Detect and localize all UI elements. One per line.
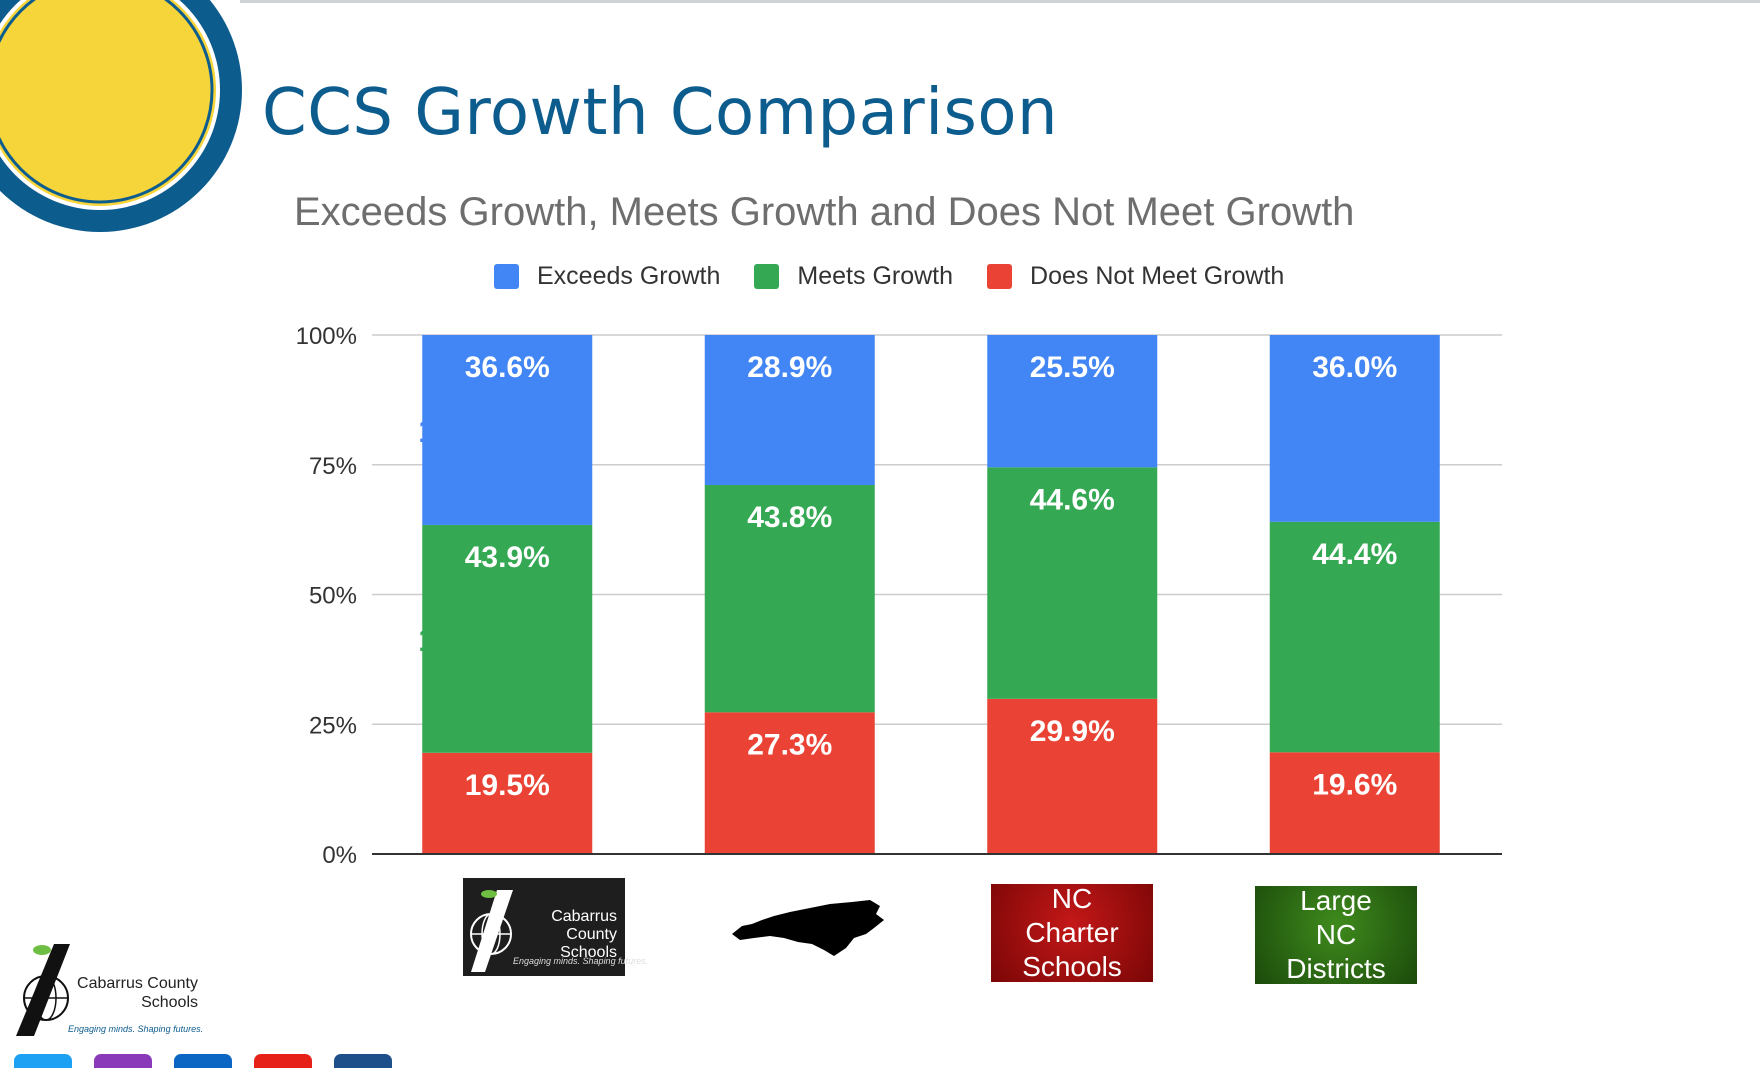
bar-data-label: 36.6% — [465, 351, 550, 384]
side-count-label: 18 — [418, 622, 454, 658]
bar-segment — [422, 335, 593, 525]
social-icons — [14, 1054, 414, 1068]
bar-segment — [422, 524, 593, 753]
legend-label-meets: Meets Growth — [797, 262, 954, 290]
youtube-icon[interactable] — [254, 1054, 312, 1068]
linkedin-icon[interactable] — [174, 1054, 232, 1068]
bar-segment — [1269, 335, 1440, 522]
chart-title: Exceeds Growth, Meets Growth and Does No… — [294, 190, 1355, 234]
bar-data-label: 19.5% — [465, 769, 550, 802]
bar-segment — [422, 752, 593, 854]
y-tick-label: 75% — [309, 453, 357, 480]
bar-data-label: 25.5% — [1030, 351, 1115, 384]
bar-segment — [704, 335, 875, 485]
legend-label-exceeds: Exceeds Growth — [537, 262, 721, 290]
footer-logo-tagline: Engaging minds. Shaping futures. — [68, 1024, 204, 1034]
bar-segment — [987, 335, 1158, 468]
legend-label-not-meets: Does Not Meet Growth — [1030, 262, 1285, 290]
ccs-logo-tagline: Engaging minds. Shaping futures. — [513, 956, 649, 966]
ccs-emblem-icon — [470, 890, 513, 972]
bar-segment — [704, 712, 875, 854]
top-divider — [240, 0, 1760, 3]
slide-title: CCS Growth Comparison — [262, 76, 1059, 150]
bar-data-label: 28.9% — [747, 351, 832, 384]
y-tick-label: 50% — [309, 583, 357, 610]
bar-data-label: 19.6% — [1312, 768, 1397, 801]
category-logo-districts: Large NC Districts — [1255, 885, 1417, 984]
twitter-icon[interactable] — [14, 1054, 72, 1068]
footer-ccs-logo: Cabarrus County Schools Engaging minds. … — [14, 940, 203, 1040]
facebook-icon[interactable] — [334, 1054, 392, 1068]
bar-data-label: 43.9% — [465, 541, 550, 574]
bar-data-label: 44.4% — [1312, 538, 1397, 571]
side-count-label: 8 — [427, 786, 445, 822]
bar-segment — [1269, 752, 1440, 854]
instagram-icon[interactable] — [94, 1054, 152, 1068]
category-logo-ccs: Cabarrus County Schools Engaging minds. … — [463, 878, 648, 976]
legend-swatch-meets — [754, 264, 780, 289]
bar-segment — [987, 467, 1158, 699]
bar-segment — [1269, 521, 1440, 753]
legend-swatch-exceeds — [494, 264, 519, 289]
chart-legend: Exceeds Growth Meets Growth Does Not Mee… — [494, 262, 1318, 291]
footer-logo-name: Cabarrus County Schools — [77, 975, 198, 1011]
y-tick-label: 0% — [322, 842, 357, 869]
north-carolina-map-icon — [732, 900, 884, 956]
legend-item-not-meets: Does Not Meet Growth — [987, 262, 1284, 291]
side-count-label: 15 — [418, 413, 454, 449]
footer-ccs-emblem-icon — [16, 944, 70, 1036]
bar-data-label: 27.3% — [747, 728, 832, 761]
legend-item-exceeds: Exceeds Growth — [494, 262, 720, 291]
y-tick-label: 25% — [309, 712, 357, 739]
bar-segment — [987, 698, 1158, 854]
ccs-logo-name: Cabarrus County Schools — [551, 908, 617, 961]
legend-swatch-not-meets — [987, 264, 1013, 289]
legend-item-meets: Meets Growth — [754, 262, 953, 291]
bar-data-label: 29.9% — [1030, 715, 1115, 748]
y-tick-label: 100% — [296, 323, 357, 350]
bar-data-label: 36.0% — [1312, 351, 1397, 384]
category-logo-charter: NC Charter Schools — [991, 883, 1153, 982]
bar-segment — [704, 484, 875, 713]
bar-data-label: 43.8% — [747, 501, 832, 534]
bar-data-label: 44.6% — [1030, 483, 1115, 516]
sun-logo-icon — [0, 0, 248, 238]
